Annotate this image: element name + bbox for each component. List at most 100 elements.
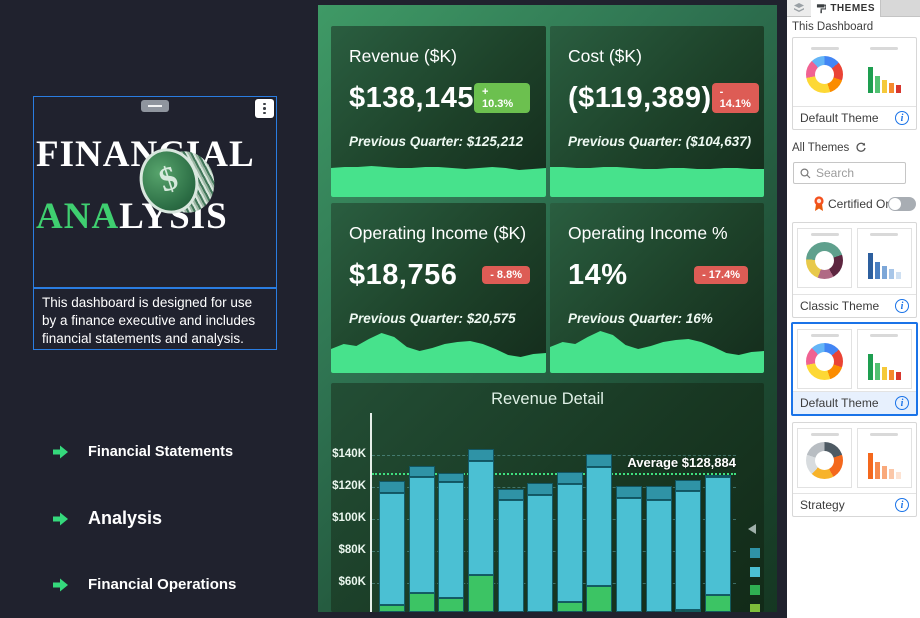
bar-segment[interactable] xyxy=(557,471,583,484)
sparkline-chart xyxy=(331,333,546,373)
bar-segment[interactable] xyxy=(616,486,642,499)
thumb-bar xyxy=(895,372,901,380)
legend-swatch[interactable] xyxy=(750,603,760,612)
logo-accent-text: ANA xyxy=(36,196,120,237)
bar-segment[interactable] xyxy=(557,483,583,603)
bar-segment[interactable] xyxy=(527,483,553,495)
sparkline-chart xyxy=(331,166,546,197)
tab-layers[interactable] xyxy=(787,0,811,16)
logo-widget-selected[interactable]: FINANCIAL ANALYSIS $ xyxy=(33,96,277,288)
donut-chart-thumb xyxy=(806,442,844,479)
legend-swatch[interactable] xyxy=(750,566,760,577)
theme-thumb-donut xyxy=(797,329,853,389)
thumb-bar xyxy=(867,67,873,93)
bar-segment[interactable] xyxy=(705,595,731,612)
info-icon[interactable]: i xyxy=(895,111,909,125)
kpi-value: ($119,389) xyxy=(568,81,712,114)
dollar-sign: $ xyxy=(154,159,183,200)
bar-segment[interactable] xyxy=(409,592,435,612)
certified-only-row: Certified Only xyxy=(787,195,920,213)
certified-only-toggle[interactable] xyxy=(888,197,916,211)
kpi-value: 14% xyxy=(568,258,628,291)
thumb-bar xyxy=(874,462,880,479)
thumb-bar xyxy=(881,466,887,479)
bar-segment[interactable] xyxy=(438,482,464,599)
bar-segment[interactable] xyxy=(438,473,464,483)
bar-segment[interactable] xyxy=(379,481,405,493)
bar-segment[interactable] xyxy=(705,475,731,478)
bar-segment[interactable] xyxy=(586,467,612,587)
average-annotation: Average $128,884 xyxy=(627,455,736,470)
bar-segment[interactable] xyxy=(557,602,583,612)
bar-segment[interactable] xyxy=(705,477,731,595)
bar-segment[interactable] xyxy=(379,605,405,612)
themes-panel: THEMES This Dashboard Default Theme i xyxy=(787,0,920,618)
kpi-card-operating-income[interactable]: Operating Income ($K) $18,756 - 8.8% Pre… xyxy=(331,203,546,373)
section-this-dashboard: This Dashboard xyxy=(792,21,874,33)
bar-segment[interactable] xyxy=(379,492,405,606)
bar-segment[interactable] xyxy=(675,610,701,612)
drag-handle[interactable] xyxy=(141,100,169,112)
placeholder-line xyxy=(810,47,839,50)
dashboard-description-selected[interactable]: This dashboard is designed for use by a … xyxy=(33,288,277,350)
kebab-menu-icon[interactable] xyxy=(255,99,274,118)
bar-segment[interactable] xyxy=(468,448,494,462)
kpi-card-operating-income-pct[interactable]: Operating Income % 14% - 17.4% Previous … xyxy=(550,203,764,373)
kpi-card-cost[interactable]: Cost ($K) ($119,389) - 14.1% Previous Qu… xyxy=(550,26,764,197)
legend-swatch[interactable] xyxy=(750,548,760,558)
sidebar-item-financial-operations[interactable]: Financial Operations xyxy=(52,576,236,593)
bar-segment[interactable] xyxy=(409,466,435,478)
search-input[interactable] xyxy=(816,166,896,180)
tab-themes[interactable]: THEMES xyxy=(811,0,881,17)
theme-name: Classic Theme xyxy=(800,299,880,313)
kpi-value: $138,145 xyxy=(349,81,474,114)
bar-segment[interactable] xyxy=(468,461,494,575)
theme-card-classic[interactable]: Classic Theme i xyxy=(792,222,917,318)
gridline xyxy=(372,455,736,456)
bar-segment[interactable] xyxy=(675,491,701,611)
bar-segment[interactable] xyxy=(616,498,642,612)
thumb-bar xyxy=(874,262,880,279)
kpi-card-revenue[interactable]: Revenue ($K) $138,145 + 10.3% Previous Q… xyxy=(331,26,546,197)
kpi-previous: Previous Quarter: $20,575 xyxy=(349,311,516,326)
nav-label: Financial Statements xyxy=(88,444,234,460)
theme-card-default-selected[interactable]: Default Theme i xyxy=(791,322,918,416)
kpi-delta-badge: - 8.8% xyxy=(482,266,530,284)
sidebar-item-financial-statements[interactable]: Financial Statements xyxy=(52,444,233,460)
bar-segment[interactable] xyxy=(646,486,672,500)
bar-segment[interactable] xyxy=(586,586,612,612)
legend-collapse-icon[interactable] xyxy=(748,524,756,534)
bar-segment[interactable] xyxy=(438,598,464,612)
info-icon[interactable]: i xyxy=(895,498,909,512)
kpi-previous: Previous Quarter: $125,212 xyxy=(349,134,524,149)
bar-segment[interactable] xyxy=(468,575,494,612)
bar-segment[interactable] xyxy=(646,499,672,612)
bar-segment[interactable] xyxy=(498,499,524,612)
bar-segment[interactable] xyxy=(675,479,701,491)
current-theme-card[interactable]: Default Theme i xyxy=(792,37,917,130)
theme-card-strategy[interactable]: Strategy i xyxy=(792,422,917,517)
theme-thumb-bars xyxy=(856,428,912,488)
revenue-detail-chart[interactable]: Revenue Detail Average $128,884 $140K $12… xyxy=(331,383,764,612)
kpi-delta-badge: - 14.1% xyxy=(711,83,759,113)
kpi-delta-badge: - 17.4% xyxy=(694,266,748,284)
legend-swatch[interactable] xyxy=(750,585,760,595)
sidebar-item-analysis[interactable]: Analysis xyxy=(52,508,162,529)
thumb-bar xyxy=(881,367,887,380)
info-icon[interactable]: i xyxy=(895,299,909,313)
theme-thumb-bars xyxy=(856,228,912,288)
refresh-icon[interactable] xyxy=(855,142,867,154)
placeholder-line xyxy=(810,433,839,436)
theme-name: Default Theme xyxy=(800,396,879,410)
bar-segment[interactable] xyxy=(498,488,524,500)
bar-segment[interactable] xyxy=(527,495,553,612)
placeholder-line xyxy=(870,233,899,236)
section-all-themes: All Themes xyxy=(792,142,867,154)
gridline xyxy=(372,551,736,552)
info-icon[interactable]: i xyxy=(895,396,909,410)
bar-segment[interactable] xyxy=(586,454,612,467)
thumb-bar xyxy=(888,83,894,93)
arrow-right-icon xyxy=(53,512,68,525)
bar-segment[interactable] xyxy=(409,477,435,593)
